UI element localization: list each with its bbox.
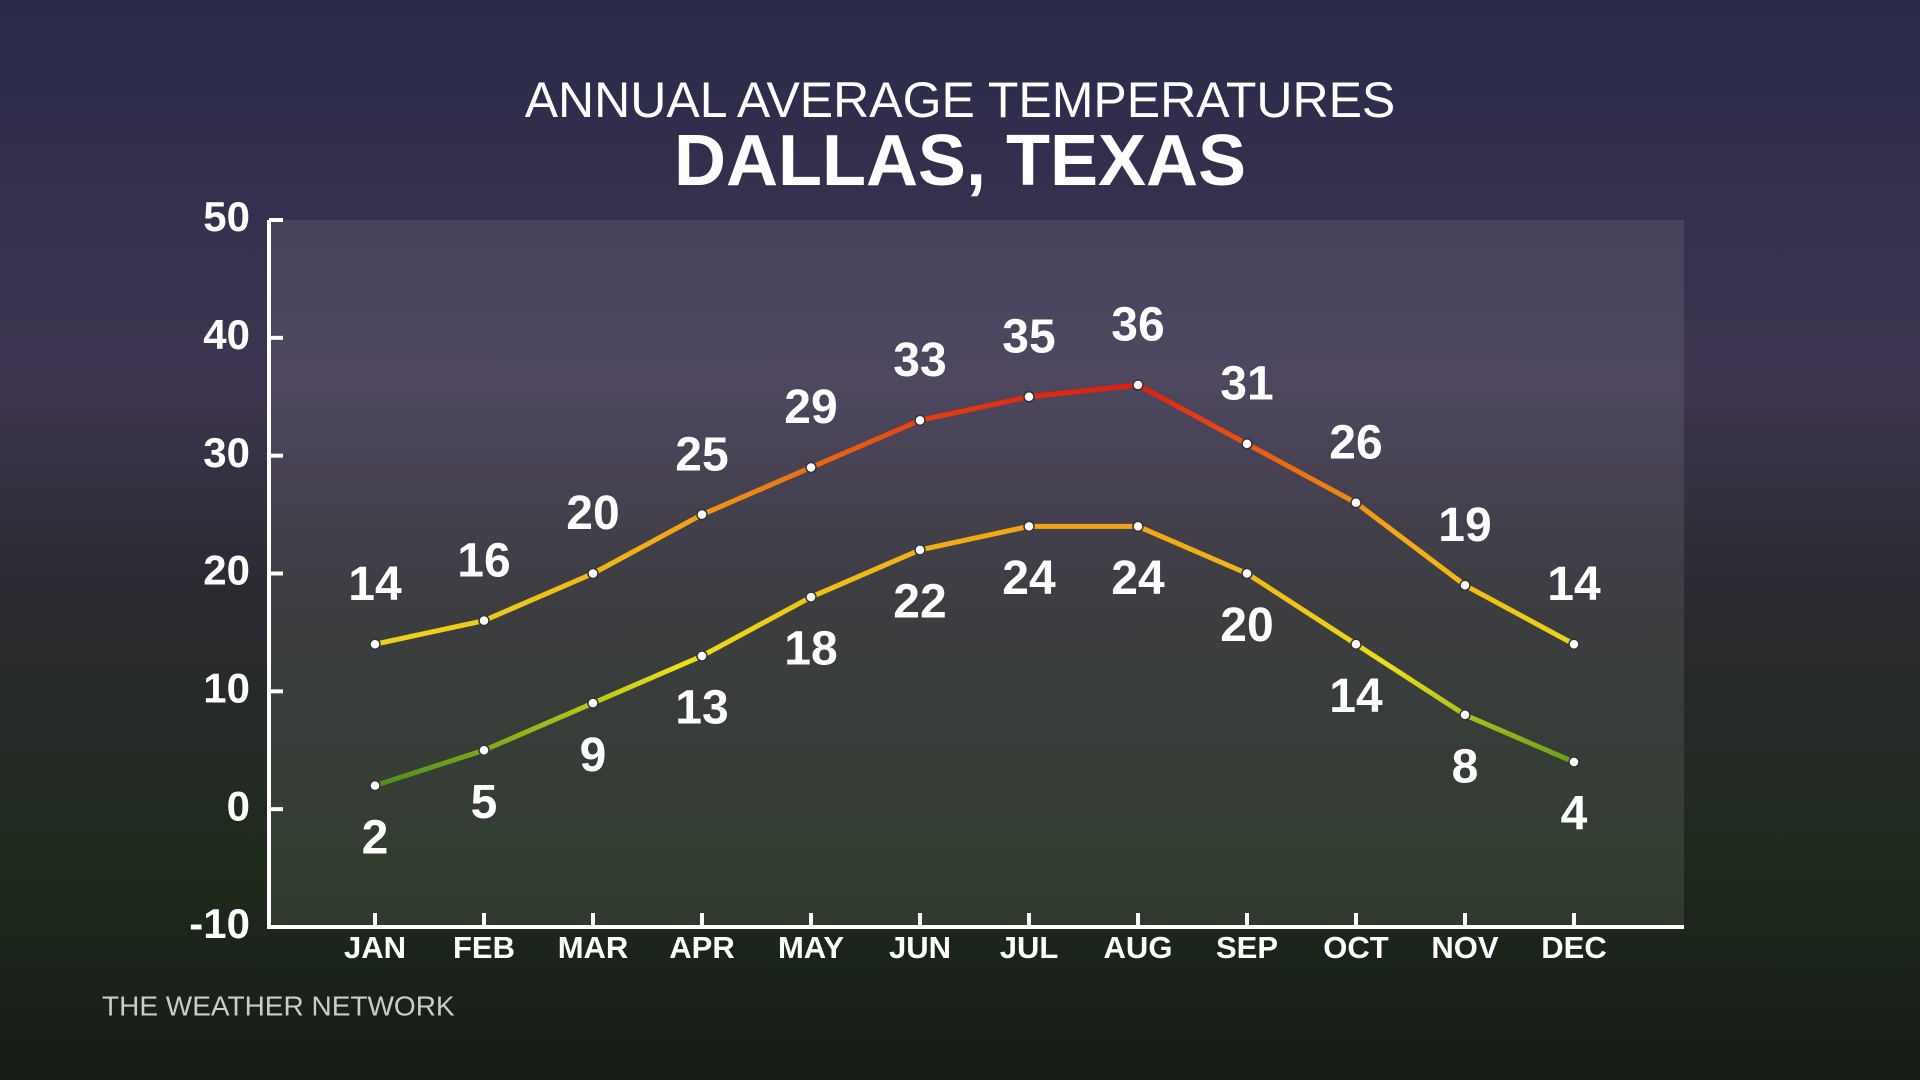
point (1459, 709, 1471, 721)
data-label: 2 (362, 811, 389, 864)
point (587, 697, 599, 709)
data-label: 25 (675, 428, 728, 481)
x-tick-label: AUG (1104, 930, 1173, 965)
data-label: 5 (471, 776, 498, 829)
data-label: 16 (457, 534, 510, 587)
series-line (374, 523, 1575, 788)
chart-subtitle: DALLAS, TEXAS (674, 121, 1246, 201)
data-label: 36 (1111, 299, 1164, 352)
data-label: 35 (1002, 310, 1055, 363)
x-tick-label: SEP (1216, 930, 1278, 965)
point (1241, 438, 1253, 450)
point (1350, 497, 1362, 509)
point (1568, 638, 1580, 650)
point (369, 638, 381, 650)
y-tick-label: 0 (227, 782, 250, 829)
series-line (374, 382, 1576, 647)
point (369, 779, 381, 792)
source: THE WEATHER NETWORK (102, 990, 455, 1021)
point (914, 544, 926, 556)
data-label: 18 (784, 623, 837, 676)
data-label: 33 (893, 334, 946, 387)
point (478, 614, 490, 627)
point (1132, 379, 1144, 391)
data-label: 24 (1002, 552, 1056, 605)
point (914, 414, 926, 427)
data-label: 9 (580, 729, 607, 782)
point (587, 567, 599, 580)
x-tick-label: JAN (344, 930, 406, 965)
point (1568, 756, 1580, 768)
data-label: 13 (675, 682, 728, 735)
y-tick-label: -10 (189, 900, 250, 947)
data-label: 8 (1452, 741, 1479, 794)
data-label: 29 (784, 381, 837, 434)
data-label: 14 (1547, 558, 1601, 611)
x-tick-label: OCT (1323, 930, 1389, 965)
data-label: 26 (1329, 416, 1382, 469)
x-tick-label: FEB (453, 930, 515, 965)
data-label: 20 (1220, 599, 1273, 652)
x-tick-label: MAY (778, 930, 844, 965)
y-tick-label: 30 (203, 429, 250, 476)
point (696, 650, 708, 662)
data-label: 14 (1329, 670, 1383, 723)
point (478, 744, 490, 756)
x-tick-label: JUL (1000, 930, 1059, 965)
x-tick-label: MAR (558, 930, 629, 965)
y-tick-label: 40 (203, 311, 250, 358)
data-label: 31 (1220, 358, 1273, 411)
data-label: 19 (1438, 499, 1491, 552)
data-label: 20 (566, 487, 619, 540)
point (1023, 520, 1035, 533)
data-label: 22 (893, 576, 946, 629)
point (1132, 520, 1144, 533)
x-tick-label: JUN (889, 930, 951, 965)
x-tick-label: NOV (1431, 930, 1499, 965)
point (1023, 391, 1035, 403)
y-tick-label: 20 (203, 547, 250, 594)
data-label: 14 (348, 558, 402, 611)
point (696, 508, 708, 521)
x-tick-label: APR (669, 930, 734, 965)
x-tick-label: DEC (1541, 930, 1606, 965)
point (805, 461, 817, 474)
point (1241, 567, 1253, 580)
y-tick-label: 10 (203, 664, 250, 711)
point (805, 591, 817, 603)
point (1459, 579, 1471, 592)
chart-title: ANNUAL AVERAGE TEMPERATURES (525, 72, 1396, 128)
data-label: 24 (1111, 552, 1165, 605)
data-label: 4 (1561, 788, 1588, 841)
y-tick-label: 50 (203, 193, 250, 240)
point (1350, 638, 1362, 650)
